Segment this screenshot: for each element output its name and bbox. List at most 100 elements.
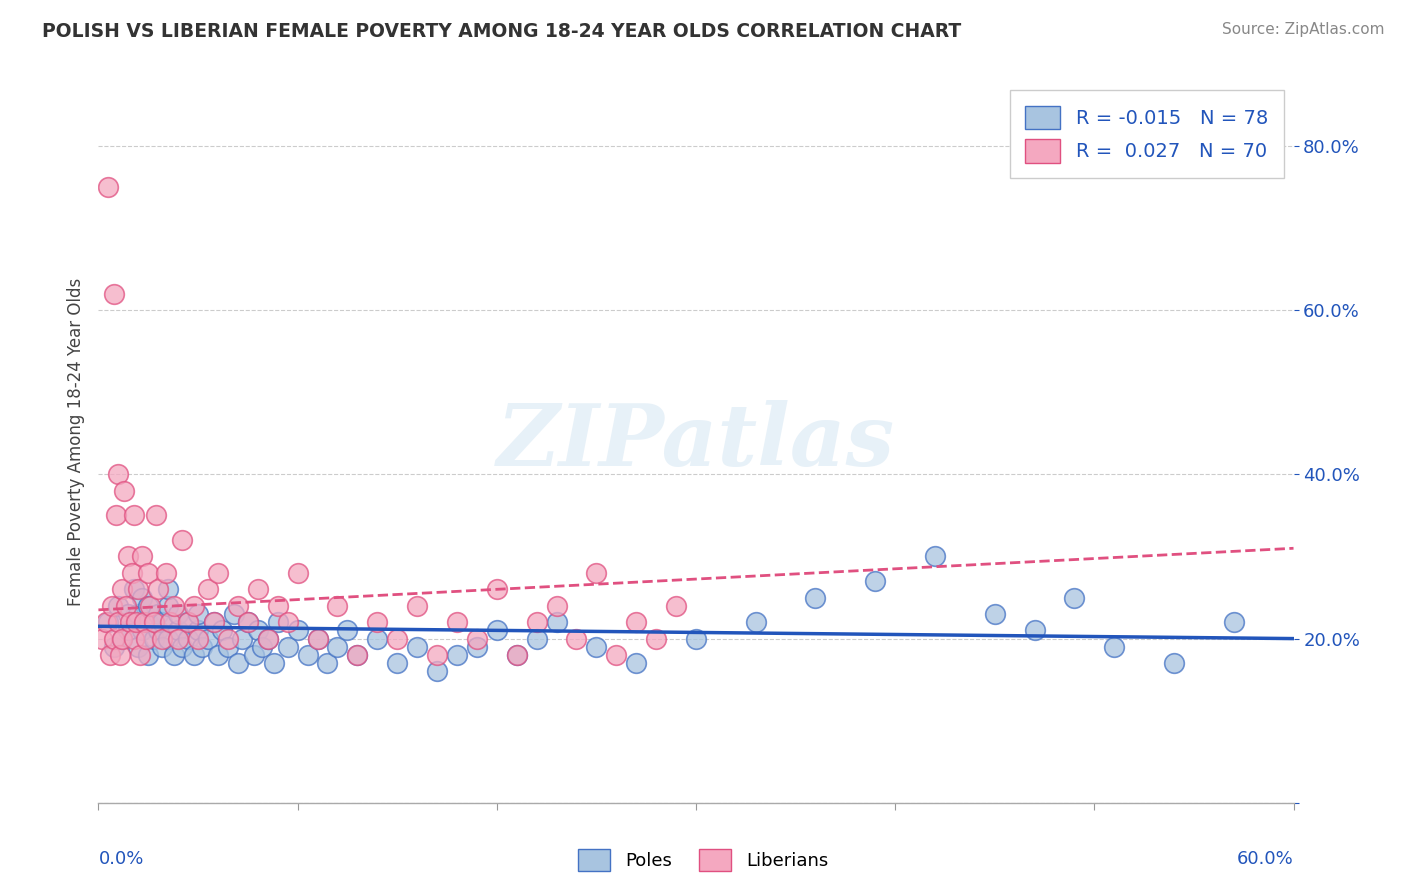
Point — [111, 632, 134, 646]
Point — [406, 599, 429, 613]
Point — [506, 648, 529, 662]
Point — [287, 566, 309, 580]
Text: ZIPatlas: ZIPatlas — [496, 400, 896, 483]
Point — [117, 607, 139, 621]
Point — [145, 508, 167, 523]
Point — [110, 648, 132, 662]
Point — [366, 615, 388, 630]
Point — [117, 624, 139, 638]
Point — [111, 582, 134, 597]
Point — [465, 640, 488, 654]
Point — [124, 508, 146, 523]
Point — [626, 657, 648, 671]
Point — [1223, 615, 1246, 630]
Point — [135, 632, 157, 646]
Point — [236, 615, 259, 630]
Point — [148, 582, 170, 597]
Point — [172, 640, 194, 654]
Point — [131, 591, 153, 605]
Point — [150, 632, 173, 646]
Point — [117, 549, 139, 564]
Point — [187, 632, 209, 646]
Point — [111, 632, 134, 646]
Point — [236, 615, 259, 630]
Point — [139, 599, 162, 613]
Point — [217, 640, 239, 654]
Point — [101, 599, 124, 613]
Point — [159, 615, 181, 630]
Point — [124, 582, 146, 597]
Point — [103, 640, 125, 654]
Point — [157, 599, 180, 613]
Point — [121, 566, 143, 580]
Point — [127, 582, 149, 597]
Text: 0.0%: 0.0% — [98, 850, 143, 868]
Point — [246, 624, 269, 638]
Point — [131, 549, 153, 564]
Point — [287, 624, 309, 638]
Point — [385, 657, 409, 671]
Point — [446, 615, 468, 630]
Point — [804, 591, 827, 605]
Point — [157, 582, 180, 597]
Point — [585, 640, 607, 654]
Legend: R = -0.015   N = 78, R =  0.027   N = 70: R = -0.015 N = 78, R = 0.027 N = 70 — [1010, 90, 1284, 178]
Point — [1163, 657, 1185, 671]
Point — [277, 615, 299, 630]
Point — [120, 615, 142, 630]
Legend: Poles, Liberians: Poles, Liberians — [571, 842, 835, 879]
Text: Source: ZipAtlas.com: Source: ZipAtlas.com — [1222, 22, 1385, 37]
Point — [127, 607, 149, 621]
Point — [143, 615, 166, 630]
Point — [197, 632, 219, 646]
Point — [243, 648, 266, 662]
Point — [107, 599, 129, 613]
Point — [105, 508, 128, 523]
Text: 60.0%: 60.0% — [1237, 850, 1294, 868]
Point — [307, 632, 329, 646]
Point — [187, 607, 209, 621]
Point — [183, 599, 205, 613]
Point — [316, 657, 339, 671]
Point — [207, 566, 229, 580]
Point — [97, 615, 120, 630]
Point — [136, 615, 159, 630]
Point — [426, 665, 449, 679]
Point — [129, 648, 152, 662]
Y-axis label: Female Poverty Among 18-24 Year Olds: Female Poverty Among 18-24 Year Olds — [66, 277, 84, 606]
Point — [984, 607, 1007, 621]
Point — [267, 599, 290, 613]
Point — [107, 615, 129, 630]
Point — [485, 624, 508, 638]
Point — [745, 615, 768, 630]
Point — [177, 632, 200, 646]
Point — [336, 624, 359, 638]
Point — [297, 648, 319, 662]
Point — [136, 566, 159, 580]
Point — [131, 624, 153, 638]
Point — [167, 632, 190, 646]
Point — [1104, 640, 1126, 654]
Point — [207, 648, 229, 662]
Point — [326, 640, 349, 654]
Point — [685, 632, 707, 646]
Point — [187, 624, 209, 638]
Text: POLISH VS LIBERIAN FEMALE POVERTY AMONG 18-24 YEAR OLDS CORRELATION CHART: POLISH VS LIBERIAN FEMALE POVERTY AMONG … — [42, 22, 962, 41]
Point — [1063, 591, 1085, 605]
Point — [202, 615, 225, 630]
Point — [148, 607, 170, 621]
Point — [107, 467, 129, 482]
Point — [125, 615, 148, 630]
Point — [226, 599, 249, 613]
Point — [103, 632, 125, 646]
Point — [163, 648, 186, 662]
Point — [645, 632, 668, 646]
Point — [665, 599, 688, 613]
Point — [202, 615, 225, 630]
Point — [96, 615, 118, 630]
Point — [307, 632, 329, 646]
Point — [865, 574, 887, 588]
Point — [136, 648, 159, 662]
Point — [250, 640, 273, 654]
Point — [446, 648, 468, 662]
